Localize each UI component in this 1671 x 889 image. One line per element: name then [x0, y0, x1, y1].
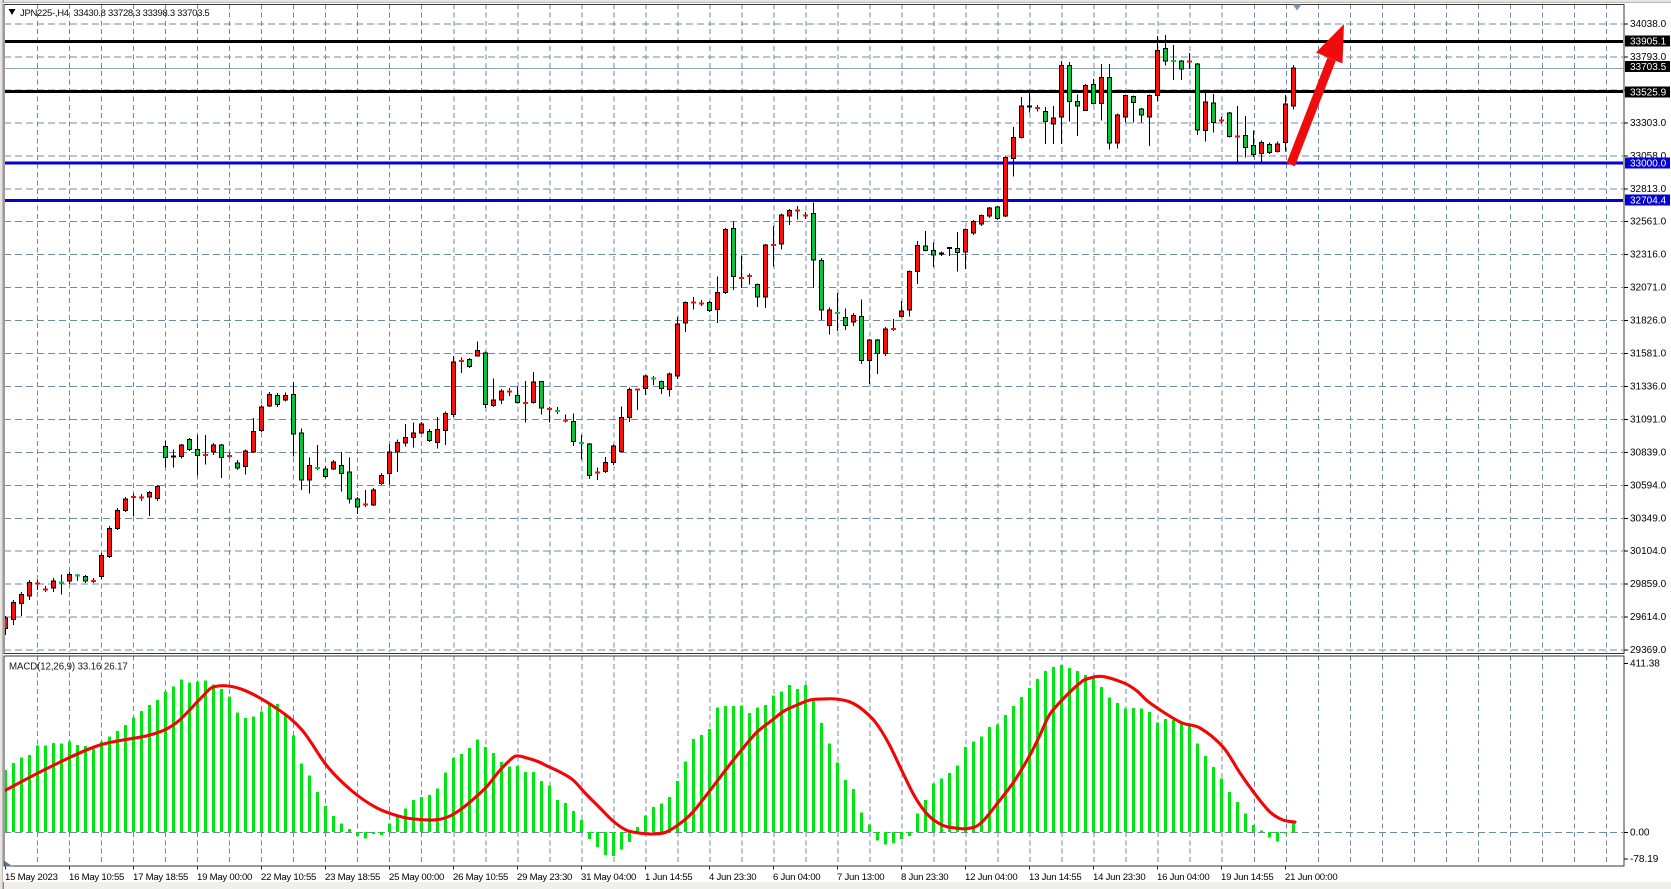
svg-text:411.38: 411.38	[1630, 659, 1660, 670]
svg-text:29369.0: 29369.0	[1630, 645, 1667, 656]
svg-text:32704.4: 32704.4	[1630, 196, 1667, 207]
svg-text:32813.0: 32813.0	[1630, 184, 1667, 195]
svg-text:7 Jun 13:00: 7 Jun 13:00	[837, 872, 884, 883]
svg-text:26 May 10:55: 26 May 10:55	[453, 872, 508, 883]
svg-text:JPN225-,H4 33430.8 33728.3 33: JPN225-,H4 33430.8 33728.3 33398.3 33703…	[20, 8, 209, 19]
svg-text:31091.0: 31091.0	[1630, 414, 1667, 425]
svg-text:21 Jun 00:00: 21 Jun 00:00	[1285, 872, 1337, 883]
svg-text:MACD(12,26,9) 33.16 26.17: MACD(12,26,9) 33.16 26.17	[9, 662, 128, 673]
svg-text:16 Jun 04:00: 16 Jun 04:00	[1157, 872, 1209, 883]
svg-text:22 May 10:55: 22 May 10:55	[261, 872, 316, 883]
svg-text:1 Jun 14:55: 1 Jun 14:55	[645, 872, 692, 883]
svg-text:31336.0: 31336.0	[1630, 381, 1667, 392]
svg-text:31581.0: 31581.0	[1630, 349, 1667, 360]
svg-text:32071.0: 32071.0	[1630, 283, 1667, 294]
svg-text:17 May 18:55: 17 May 18:55	[133, 872, 188, 883]
svg-text:33793.0: 33793.0	[1630, 52, 1667, 63]
svg-text:33058.0: 33058.0	[1630, 151, 1667, 162]
svg-text:0.00: 0.00	[1630, 828, 1650, 839]
svg-text:33905.1: 33905.1	[1630, 37, 1667, 48]
svg-text:8 Jun 23:30: 8 Jun 23:30	[901, 872, 948, 883]
svg-text:30839.0: 30839.0	[1630, 447, 1667, 458]
svg-text:29614.0: 29614.0	[1630, 612, 1667, 623]
svg-text:19 May 00:00: 19 May 00:00	[197, 872, 252, 883]
svg-text:33525.9: 33525.9	[1630, 88, 1667, 99]
svg-text:33703.5: 33703.5	[1630, 62, 1667, 73]
svg-text:32561.0: 32561.0	[1630, 217, 1667, 228]
svg-text:29 May 23:30: 29 May 23:30	[517, 872, 572, 883]
svg-text:31826.0: 31826.0	[1630, 316, 1667, 327]
svg-text:23 May 18:55: 23 May 18:55	[325, 872, 380, 883]
svg-text:33000.0: 33000.0	[1630, 159, 1667, 170]
svg-text:30104.0: 30104.0	[1630, 546, 1667, 557]
svg-text:15 May 2023: 15 May 2023	[5, 872, 58, 883]
svg-text:-78.19: -78.19	[1630, 854, 1659, 865]
svg-text:4 Jun 23:30: 4 Jun 23:30	[709, 872, 756, 883]
svg-text:34038.0: 34038.0	[1630, 19, 1667, 30]
svg-text:12 Jun 04:00: 12 Jun 04:00	[965, 872, 1017, 883]
svg-text:29859.0: 29859.0	[1630, 579, 1667, 590]
svg-text:31 May 04:00: 31 May 04:00	[581, 872, 636, 883]
svg-text:6 Jun 04:00: 6 Jun 04:00	[773, 872, 820, 883]
svg-text:25 May 00:00: 25 May 00:00	[389, 872, 444, 883]
svg-text:33303.0: 33303.0	[1630, 118, 1667, 129]
svg-text:14 Jun 23:30: 14 Jun 23:30	[1093, 872, 1145, 883]
svg-text:13 Jun 14:55: 13 Jun 14:55	[1029, 872, 1081, 883]
svg-text:30349.0: 30349.0	[1630, 513, 1667, 524]
svg-text:32316.0: 32316.0	[1630, 250, 1667, 261]
svg-text:16 May 10:55: 16 May 10:55	[69, 872, 124, 883]
svg-text:19 Jun 14:55: 19 Jun 14:55	[1221, 872, 1273, 883]
svg-text:30594.0: 30594.0	[1630, 480, 1667, 491]
